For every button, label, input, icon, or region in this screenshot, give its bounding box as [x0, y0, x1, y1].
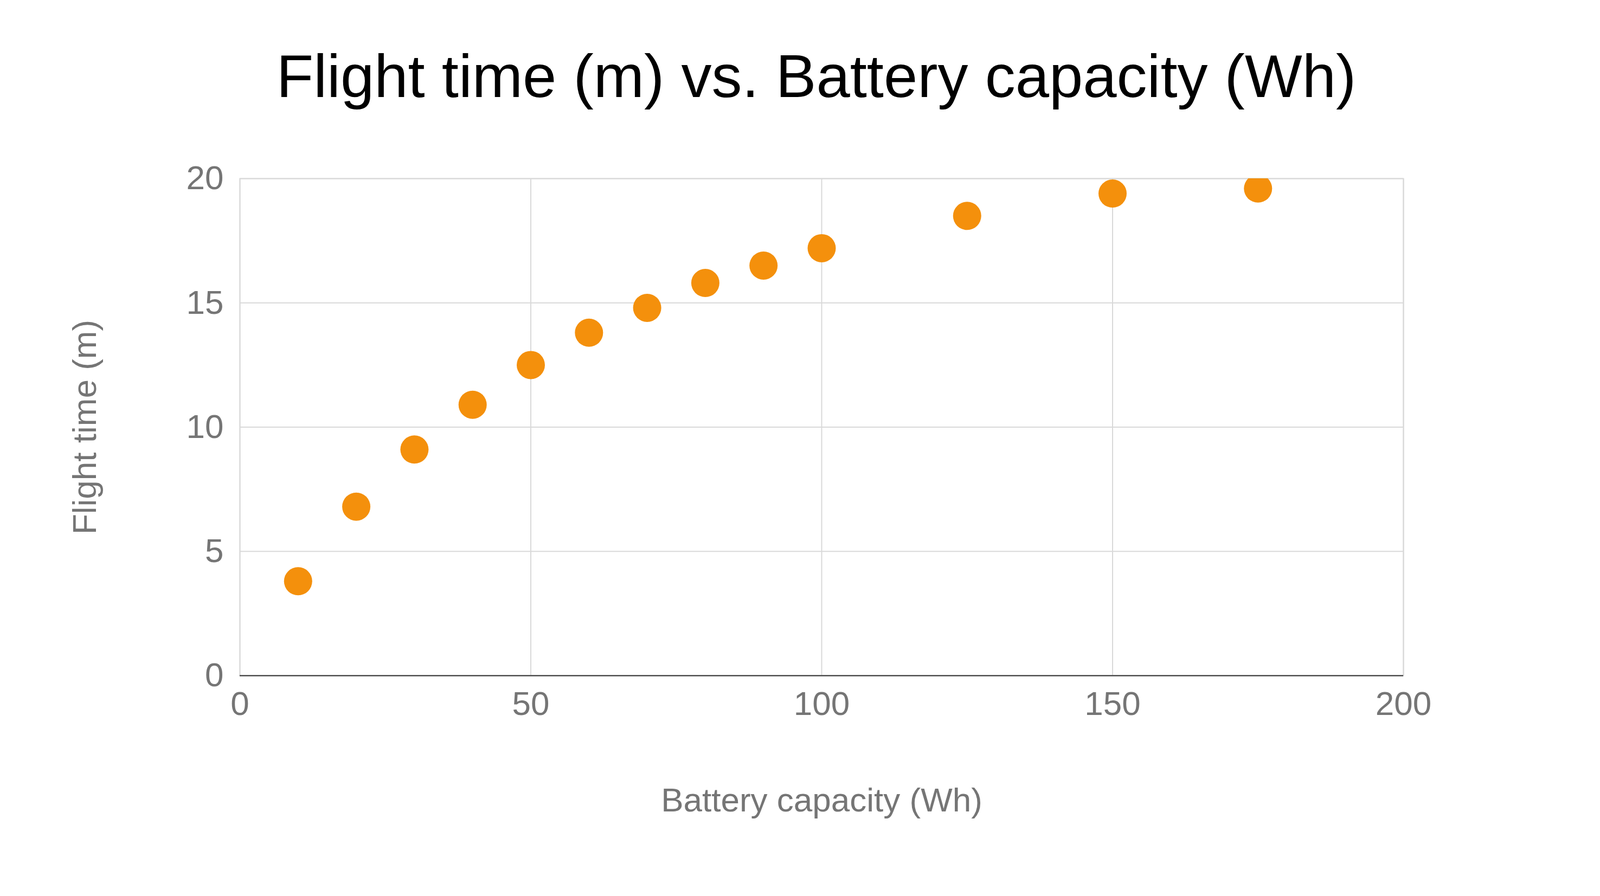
svg-text:15: 15: [186, 283, 224, 321]
svg-text:20: 20: [186, 158, 224, 197]
svg-text:150: 150: [1084, 684, 1141, 723]
svg-text:Battery capacity (Wh): Battery capacity (Wh): [660, 781, 983, 819]
svg-text:10: 10: [186, 407, 224, 446]
svg-text:5: 5: [204, 531, 224, 570]
svg-text:100: 100: [793, 684, 850, 723]
svg-text:Flight time (m): Flight time (m): [65, 319, 104, 535]
svg-text:50: 50: [512, 684, 550, 723]
html-text:Flight time (m) vs. Battery ca: Flight time (m) vs. Battery capacity (Wh…: [276, 42, 1357, 110]
svg-text:0: 0: [230, 684, 249, 723]
svg-text:0: 0: [204, 656, 224, 694]
svg-text:200: 200: [1375, 684, 1432, 723]
